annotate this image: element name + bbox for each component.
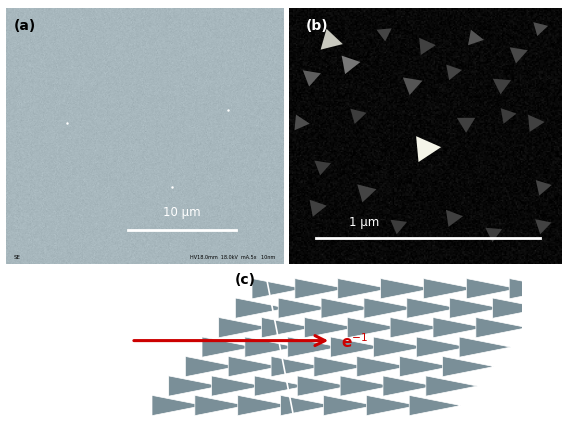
Polygon shape [450, 298, 501, 319]
Text: 10 μm: 10 μm [163, 205, 201, 218]
Polygon shape [350, 109, 367, 125]
Polygon shape [261, 318, 313, 338]
Polygon shape [235, 298, 287, 319]
Polygon shape [493, 298, 544, 319]
Polygon shape [287, 337, 339, 357]
Polygon shape [457, 118, 475, 133]
Polygon shape [228, 357, 280, 377]
Polygon shape [271, 357, 323, 377]
Polygon shape [419, 39, 436, 56]
Polygon shape [433, 318, 485, 338]
Polygon shape [195, 395, 247, 416]
Polygon shape [357, 185, 376, 203]
Polygon shape [278, 298, 330, 319]
Text: (b): (b) [306, 19, 328, 33]
Text: 1 μm: 1 μm [349, 216, 379, 228]
Polygon shape [493, 80, 511, 95]
Polygon shape [416, 337, 468, 357]
Polygon shape [535, 220, 552, 235]
Polygon shape [485, 228, 502, 242]
Text: $\mathbf{e}^{-1}$: $\mathbf{e}^{-1}$ [341, 331, 368, 350]
Polygon shape [468, 31, 484, 46]
Polygon shape [534, 23, 548, 37]
Polygon shape [376, 29, 392, 42]
Polygon shape [528, 115, 545, 132]
Polygon shape [152, 395, 204, 416]
Polygon shape [252, 279, 303, 299]
Polygon shape [303, 71, 321, 87]
Polygon shape [211, 376, 263, 396]
Polygon shape [238, 395, 289, 416]
Polygon shape [331, 337, 382, 357]
Polygon shape [185, 357, 237, 377]
Polygon shape [510, 48, 528, 64]
Polygon shape [294, 115, 310, 131]
Polygon shape [297, 376, 349, 396]
Polygon shape [168, 376, 220, 396]
Polygon shape [536, 181, 552, 196]
Polygon shape [321, 298, 373, 319]
Polygon shape [501, 109, 517, 124]
Polygon shape [281, 395, 332, 416]
Polygon shape [245, 337, 297, 357]
Polygon shape [219, 318, 270, 338]
Text: (c): (c) [235, 273, 256, 287]
Text: SE: SE [14, 254, 21, 259]
Polygon shape [366, 395, 418, 416]
Polygon shape [459, 337, 511, 357]
Polygon shape [323, 395, 375, 416]
Text: HV18.0mm  18.0kV  mA.5x   10nm: HV18.0mm 18.0kV mA.5x 10nm [190, 254, 275, 259]
Polygon shape [347, 318, 399, 338]
Polygon shape [400, 357, 451, 377]
Polygon shape [442, 357, 494, 377]
Polygon shape [338, 279, 390, 299]
Polygon shape [314, 357, 366, 377]
Polygon shape [409, 395, 461, 416]
Polygon shape [446, 210, 463, 227]
Polygon shape [407, 298, 458, 319]
Polygon shape [390, 220, 407, 235]
Polygon shape [320, 30, 343, 51]
Polygon shape [426, 376, 477, 396]
Polygon shape [466, 279, 518, 299]
Polygon shape [342, 57, 361, 75]
Polygon shape [476, 318, 527, 338]
Polygon shape [314, 161, 331, 176]
Polygon shape [202, 337, 253, 357]
Polygon shape [374, 337, 425, 357]
Polygon shape [383, 376, 434, 396]
Polygon shape [380, 279, 432, 299]
Polygon shape [357, 357, 408, 377]
Text: (a): (a) [14, 19, 36, 33]
Polygon shape [403, 78, 422, 96]
Polygon shape [295, 279, 346, 299]
Polygon shape [364, 298, 416, 319]
Polygon shape [509, 279, 561, 299]
Polygon shape [416, 137, 441, 163]
Polygon shape [310, 200, 327, 217]
Polygon shape [304, 318, 356, 338]
Polygon shape [424, 279, 475, 299]
Polygon shape [446, 66, 462, 81]
Polygon shape [255, 376, 306, 396]
Polygon shape [340, 376, 392, 396]
Polygon shape [390, 318, 442, 338]
